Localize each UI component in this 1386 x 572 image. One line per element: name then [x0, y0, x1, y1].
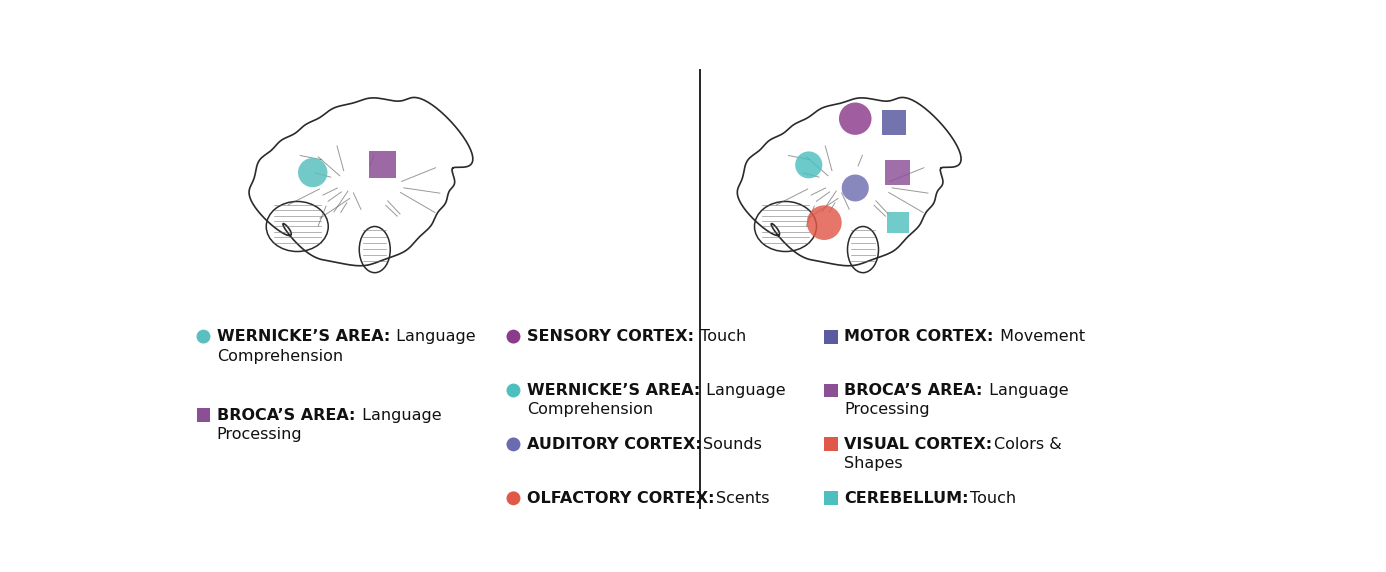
Text: Colors &: Colors &	[994, 437, 1062, 452]
Ellipse shape	[506, 491, 521, 505]
Text: VISUAL CORTEX:: VISUAL CORTEX:	[844, 437, 992, 452]
Text: WERNICKE’S AREA:: WERNICKE’S AREA:	[527, 383, 700, 398]
Text: Touch: Touch	[696, 329, 747, 344]
Ellipse shape	[796, 152, 822, 178]
Bar	[886, 160, 911, 185]
Ellipse shape	[839, 102, 872, 135]
Ellipse shape	[298, 158, 327, 187]
Text: AUDITORY CORTEX:: AUDITORY CORTEX:	[527, 437, 701, 452]
Ellipse shape	[197, 329, 211, 344]
Text: Scents: Scents	[715, 491, 769, 506]
Bar	[887, 212, 909, 233]
Text: Movement: Movement	[995, 329, 1085, 344]
Bar	[881, 110, 906, 135]
Text: Comprehension: Comprehension	[527, 403, 653, 418]
Ellipse shape	[506, 329, 521, 344]
Text: CEREBELLUM:: CEREBELLUM:	[844, 491, 969, 506]
Text: BROCA’S AREA:: BROCA’S AREA:	[216, 408, 355, 423]
Ellipse shape	[266, 201, 328, 252]
Bar	[825, 438, 839, 451]
Bar	[825, 384, 839, 398]
Bar	[825, 329, 839, 344]
Text: SENSORY CORTEX:: SENSORY CORTEX:	[527, 329, 693, 344]
Text: Language: Language	[391, 329, 475, 344]
Ellipse shape	[847, 227, 879, 273]
Text: Sounds: Sounds	[703, 437, 762, 452]
Text: Processing: Processing	[844, 403, 930, 418]
Text: Shapes: Shapes	[844, 456, 904, 471]
Text: Language: Language	[356, 408, 441, 423]
Text: Touch: Touch	[970, 491, 1016, 506]
Ellipse shape	[841, 174, 869, 201]
Text: OLFACTORY CORTEX:: OLFACTORY CORTEX:	[527, 491, 714, 506]
Polygon shape	[737, 97, 960, 266]
Bar	[825, 491, 839, 505]
Bar	[369, 152, 396, 178]
Ellipse shape	[754, 201, 816, 252]
Text: MOTOR CORTEX:: MOTOR CORTEX:	[844, 329, 994, 344]
Ellipse shape	[807, 205, 841, 240]
Text: WERNICKE’S AREA:: WERNICKE’S AREA:	[216, 329, 389, 344]
Text: Language: Language	[701, 383, 786, 398]
Ellipse shape	[506, 384, 521, 398]
Text: BROCA’S AREA:: BROCA’S AREA:	[844, 383, 983, 398]
Ellipse shape	[359, 227, 391, 273]
Text: Processing: Processing	[216, 427, 302, 442]
Polygon shape	[249, 97, 473, 266]
Bar	[197, 408, 211, 422]
Text: Language: Language	[984, 383, 1069, 398]
Ellipse shape	[506, 438, 521, 451]
Text: Comprehension: Comprehension	[216, 348, 342, 364]
